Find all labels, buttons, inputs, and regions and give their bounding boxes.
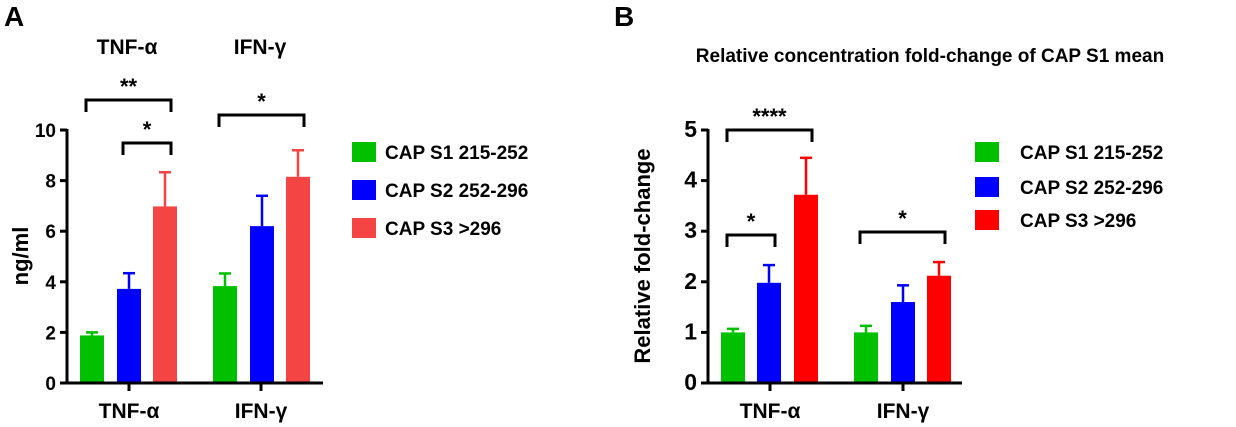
significance-label: ** xyxy=(120,74,138,99)
legend-label: CAP S2 252-296 xyxy=(1020,178,1163,199)
bar xyxy=(794,194,818,383)
significance-bracket xyxy=(858,230,947,244)
panel-label-a: A xyxy=(4,1,24,32)
legend-label: CAP S3 >296 xyxy=(385,219,501,240)
significance-label: * xyxy=(898,206,907,231)
x-tick-label: TNF-α xyxy=(740,400,801,423)
bar xyxy=(854,332,878,383)
legend-swatch xyxy=(352,218,376,238)
y-tick-label: 4 xyxy=(45,273,56,294)
y-tick-label: 0 xyxy=(684,369,697,395)
x-tick-label: IFN-γ xyxy=(235,400,288,423)
significance-bracket xyxy=(84,98,173,112)
legend-swatch xyxy=(975,142,999,162)
legend-label: CAP S2 252-296 xyxy=(385,181,528,202)
y-axis-label-b: Relative fold-change xyxy=(630,148,655,363)
legend-label: CAP S3 >296 xyxy=(1020,211,1136,232)
significance-label: * xyxy=(747,209,756,234)
bar xyxy=(891,302,915,383)
bar xyxy=(250,226,274,383)
legend-swatch xyxy=(352,142,376,162)
y-tick-label: 8 xyxy=(45,172,56,193)
legend-swatch xyxy=(975,210,999,230)
y-tick-label: 6 xyxy=(45,222,56,243)
legend-label: CAP S1 215-252 xyxy=(1020,143,1163,164)
significance-label: * xyxy=(257,89,266,114)
bar xyxy=(286,176,310,383)
panel-label-b: B xyxy=(614,1,634,32)
legend-swatch xyxy=(975,177,999,197)
significance-label: * xyxy=(143,117,152,142)
y-tick-label: 3 xyxy=(684,217,697,243)
y-tick-label: 1 xyxy=(684,318,697,344)
top-label-ifn: IFN-γ xyxy=(234,36,287,59)
bar xyxy=(213,286,237,383)
y-axis-label-a: ng/ml xyxy=(8,227,33,286)
y-tick-label: 2 xyxy=(45,323,56,344)
chart-title-b: Relative concentration fold-change of CA… xyxy=(696,46,1164,67)
bar xyxy=(80,335,104,383)
y-tick-label: 0 xyxy=(45,374,56,395)
bar xyxy=(153,206,177,383)
legend-swatch xyxy=(352,180,376,200)
top-label-tnf: TNF-α xyxy=(97,36,158,59)
bar xyxy=(117,288,141,383)
y-tick-label: 2 xyxy=(684,268,697,294)
significance-label: **** xyxy=(752,104,787,129)
y-tick-label: 5 xyxy=(684,116,697,142)
x-tick-label: TNF-α xyxy=(99,400,160,423)
significance-bracket xyxy=(121,141,173,155)
legend-label: CAP S1 215-252 xyxy=(385,143,528,164)
bar xyxy=(757,282,781,383)
bar xyxy=(721,332,745,383)
x-tick-label: IFN-γ xyxy=(877,400,930,423)
bar xyxy=(927,275,951,383)
significance-bracket xyxy=(217,113,306,127)
significance-bracket xyxy=(725,128,814,142)
significance-bracket xyxy=(725,233,777,247)
y-tick-label: 4 xyxy=(684,167,697,193)
y-tick-label: 10 xyxy=(35,121,56,142)
